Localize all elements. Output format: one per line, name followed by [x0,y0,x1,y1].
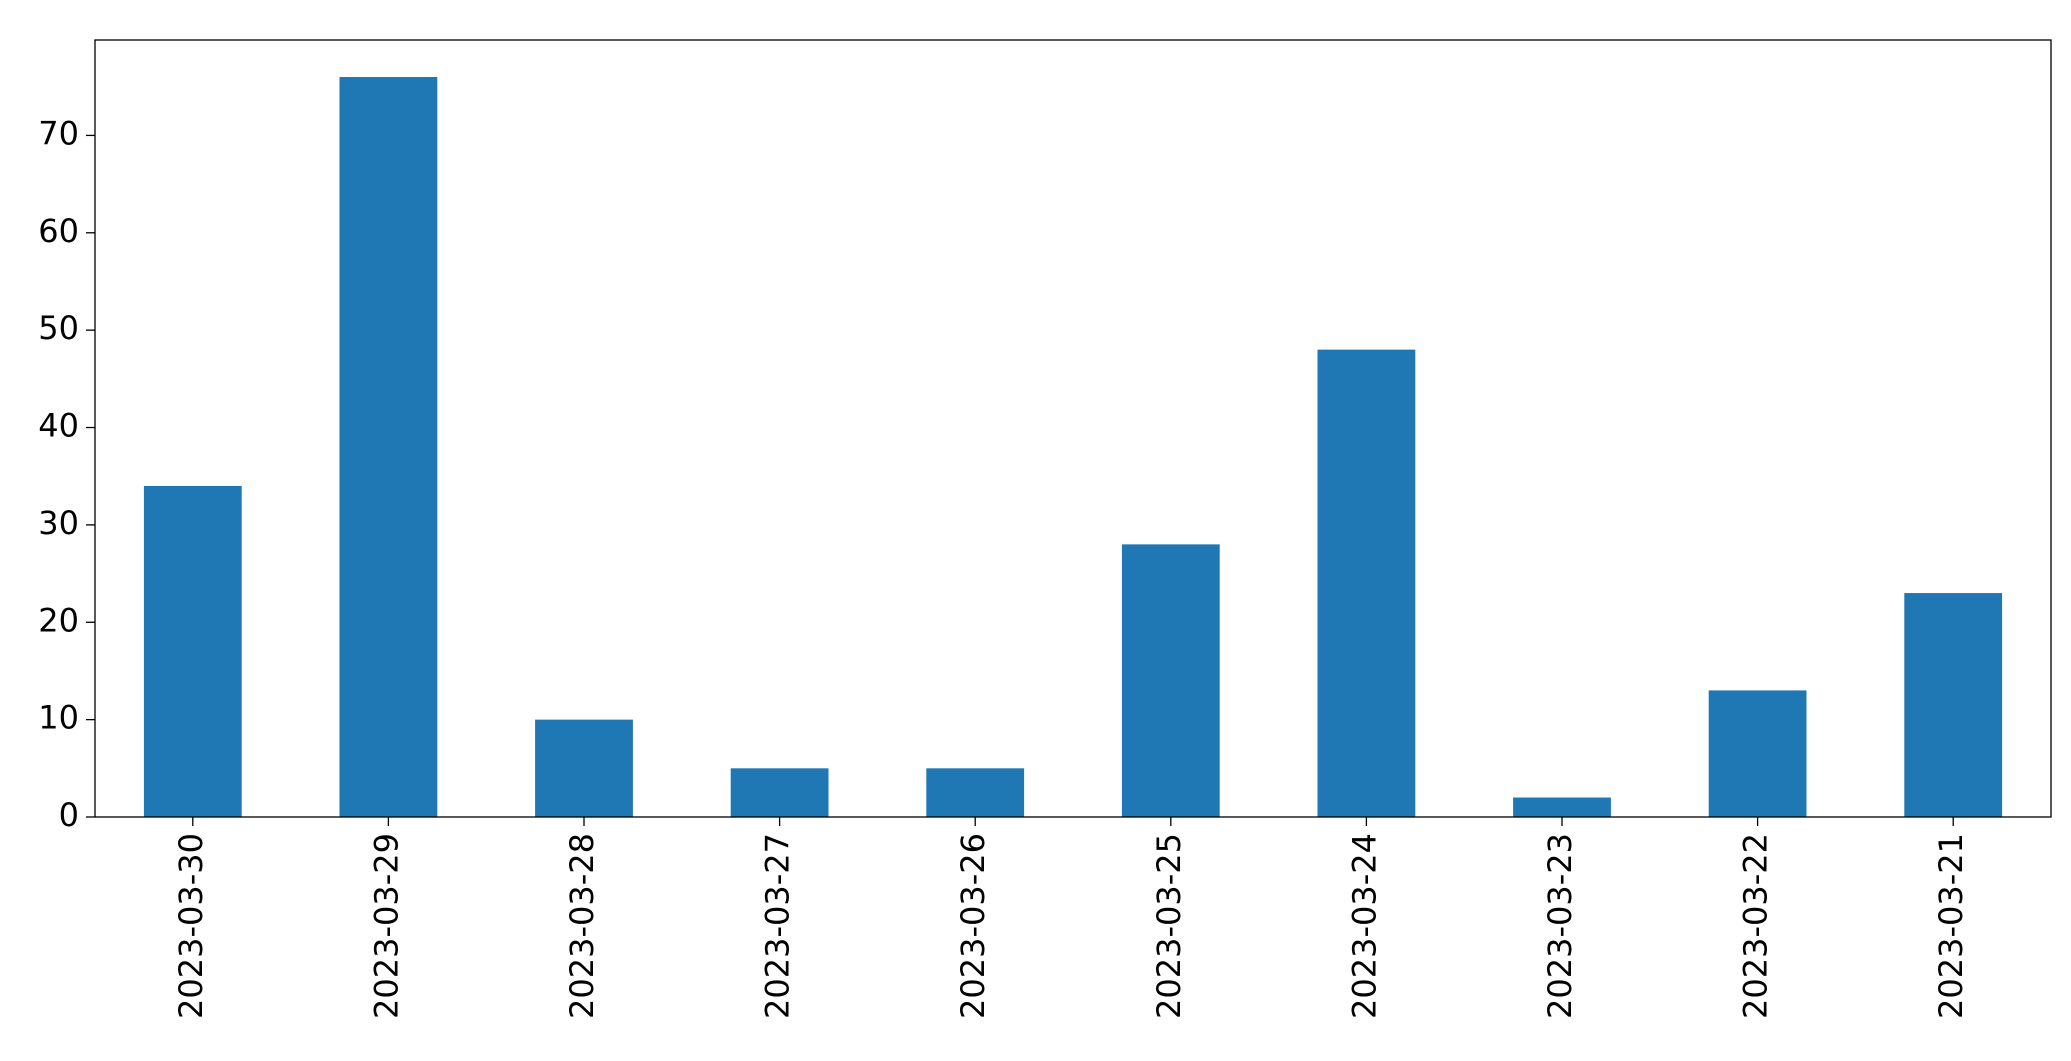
x-tick-label: 2023-03-25 [1150,833,1188,1019]
bar [1121,544,1220,817]
x-tick-label: 2023-03-30 [172,833,210,1019]
y-tick-label: 10 [38,699,79,737]
x-tick-label: 2023-03-29 [367,833,405,1019]
bar [730,768,829,817]
bar [339,77,438,817]
y-tick-label: 50 [38,309,79,347]
plot-area: 0 10 20 30 40 50 60 70 2023-03-30 2023-03-29 2023-… [38,77,2003,1019]
y-tick-label: 40 [38,407,79,445]
y-tick-label: 20 [38,601,79,639]
y-tick-label: 0 [59,796,79,834]
x-tick-label: 2023-03-24 [1345,833,1383,1019]
bar [926,768,1025,817]
bar [1904,593,2003,817]
y-tick-label: 30 [38,504,79,542]
bar [1513,797,1611,817]
bar [143,485,242,817]
y-tick-label: 60 [38,212,79,250]
x-tick-label: 2023-03-22 [1737,833,1775,1019]
bar [535,719,633,817]
y-tick-label: 70 [38,114,79,152]
x-tick-label: 2023-03-23 [1541,833,1579,1019]
bar [1317,349,1416,817]
x-tick-label: 2023-03-21 [1932,833,1970,1019]
x-tick-label: 2023-03-27 [759,833,797,1019]
x-tick-label: 2023-03-28 [563,833,601,1019]
x-tick-label: 2023-03-26 [954,833,992,1019]
bar [1708,690,1807,817]
axes-frame [94,39,2052,818]
